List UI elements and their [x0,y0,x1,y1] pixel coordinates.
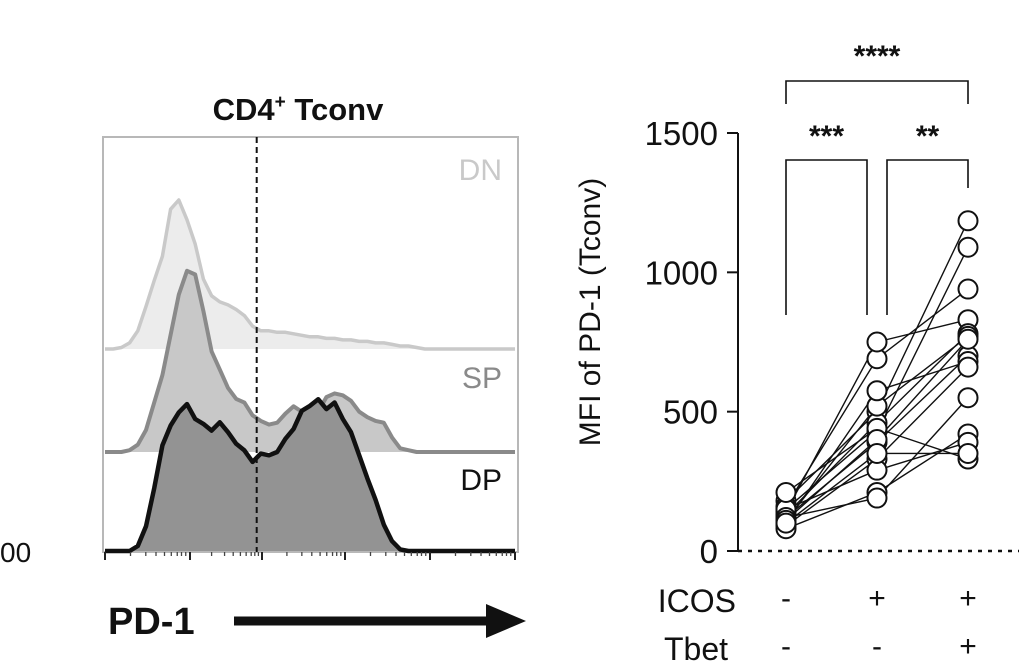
icos-group-1: - [781,582,791,615]
significance-bracket [886,159,969,315]
row-label-tbet: Tbet [664,631,728,667]
histogram-curve-dn [105,198,515,351]
significance-brackets: ******* ** [785,40,969,315]
x-axis-arrow [234,604,526,638]
y-tick-label: 0 [700,533,718,570]
series-label-sp: SP [462,362,502,395]
data-point [866,442,888,464]
tbet-group-3: + [959,630,977,663]
data-point [957,356,979,378]
data-point [775,481,797,503]
icos-group-3: + [959,582,977,615]
y-axis-ticks: 0 500 1000 1500 [645,115,738,570]
histogram-fill-dp [105,399,515,551]
histogram-frame [102,136,519,553]
row-label-icos: ICOS [658,583,736,619]
tbet-group-2: - [872,630,882,663]
data-point [957,278,979,300]
data-point [957,442,979,464]
y-tick-label: 1000 [645,254,718,291]
histogram-x-label: PD-1 [108,601,195,643]
data-point [957,236,979,258]
title-superscript: + [275,92,286,113]
histogram-layers [105,198,515,554]
significance-bracket [785,159,868,315]
data-point [957,387,979,409]
y-axis-label: MFI of PD-1 (Tconv) [574,178,607,446]
histogram-title: CD4+ Tconv [213,92,384,127]
series-label-dn: DN [459,154,502,187]
data-point [957,328,979,350]
significance-label: *** [809,120,844,153]
data-points [775,210,979,540]
y-tick-label: 1500 [645,115,718,152]
cropped-axis-label: 00 [0,537,31,568]
icos-group-2: + [868,582,886,615]
significance-label: ** [916,120,940,153]
histogram-panel: CD4+ Tconv DN SP DP PD-1 [102,92,526,643]
significance-label: **** [854,40,901,73]
data-point [866,331,888,353]
data-point [775,512,797,534]
histogram-x-ticks [104,552,516,560]
histogram-fill-dn [105,200,515,349]
title-tail: Tconv [286,92,384,127]
data-point [957,210,979,232]
data-point [866,380,888,402]
tbet-group-1: - [781,630,791,663]
title-main: CD4 [213,92,276,127]
y-tick-label: 500 [663,394,718,431]
series-label-dp: DP [460,464,502,497]
histogram-fill-sp [105,270,515,452]
significance-bracket [785,80,969,104]
histogram-curve-dp [105,396,515,554]
data-point [866,487,888,509]
